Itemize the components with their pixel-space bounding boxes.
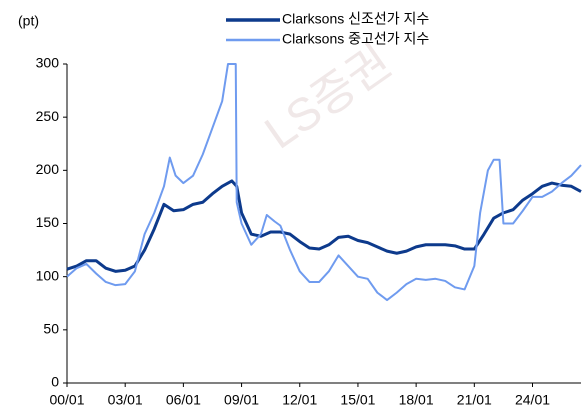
x-tick-label: 06/01 (166, 392, 201, 408)
y-tick-label: 250 (36, 108, 60, 124)
x-tick-label: 12/01 (282, 392, 317, 408)
series-line (66, 63, 582, 302)
y-tick-label: 0 (51, 374, 59, 390)
y-tick-label: 50 (43, 321, 59, 337)
y-tick-label: 300 (36, 55, 60, 71)
x-tick-label: 03/01 (108, 392, 143, 408)
watermark: LS증권 (255, 35, 400, 158)
y-tick-label: 150 (36, 214, 60, 230)
legend-label: Clarksons 중고선가 지수 (282, 31, 429, 47)
x-tick-label: 15/01 (340, 392, 375, 408)
legend-label: Clarksons 신조선가 지수 (282, 11, 429, 27)
x-tick-label: 24/01 (515, 392, 550, 408)
y-tick-label: 200 (36, 161, 60, 177)
y-tick-label: 100 (36, 267, 60, 283)
x-tick-label: 18/01 (399, 392, 434, 408)
x-tick-label: 21/01 (457, 392, 492, 408)
series-line (66, 179, 582, 273)
x-tick-label: 00/01 (49, 392, 84, 408)
x-tick-label: 09/01 (224, 392, 259, 408)
y-axis-label: (pt) (18, 13, 39, 29)
